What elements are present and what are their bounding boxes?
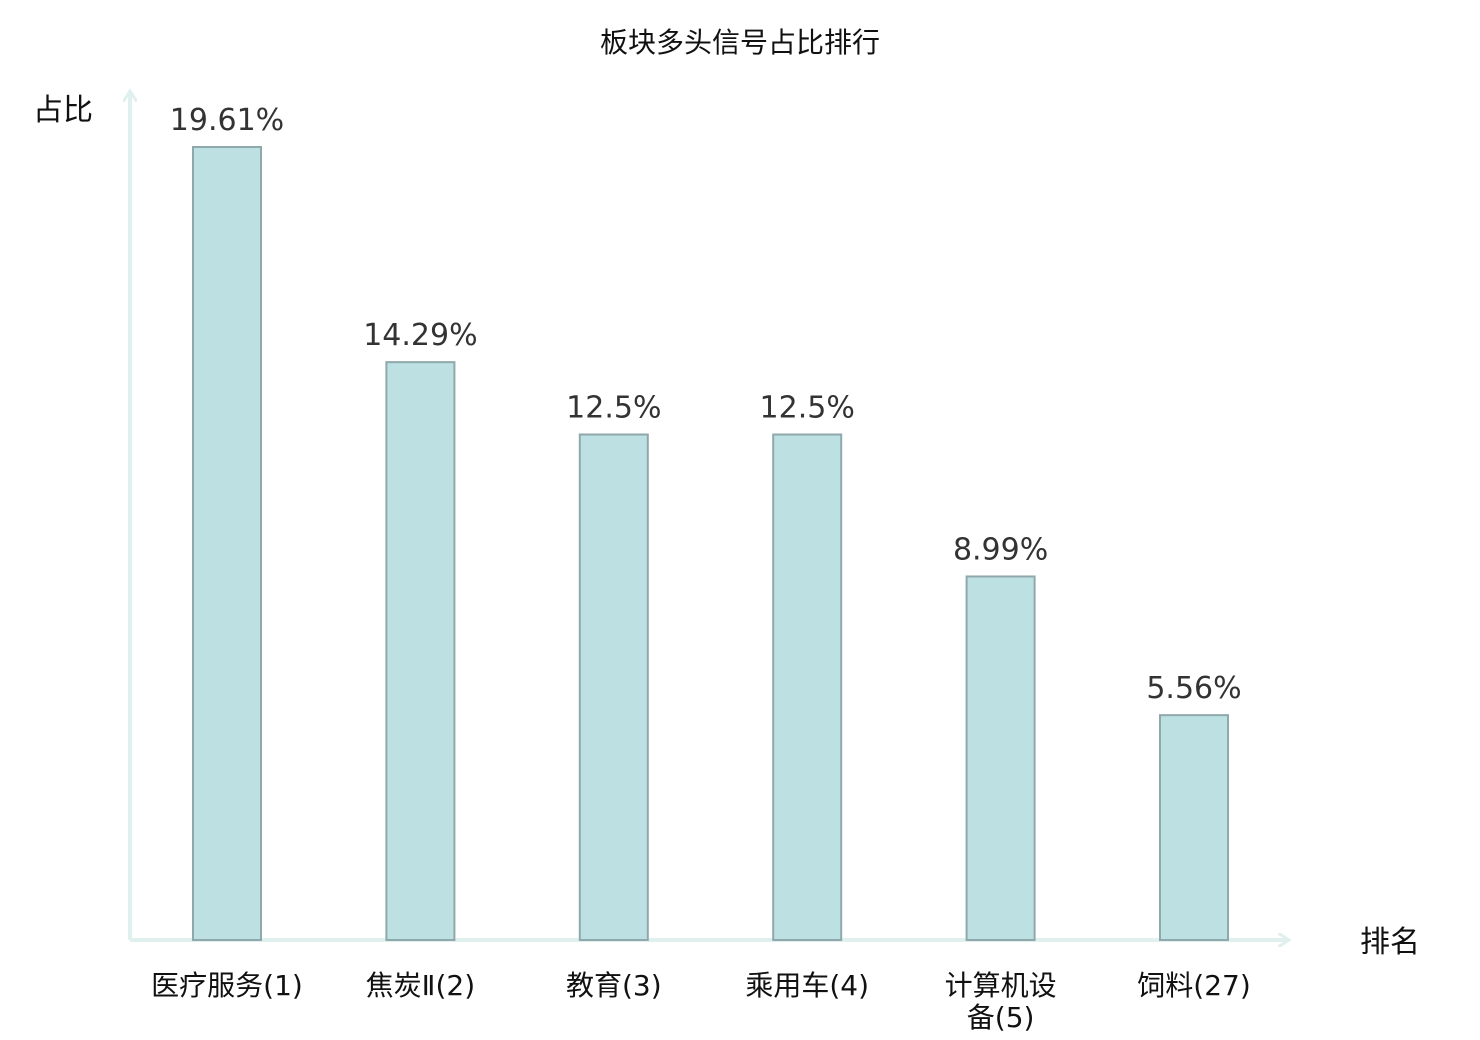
bar-6 — [1159, 714, 1229, 942]
bar-4 — [772, 433, 843, 941]
category-label: 医疗服务(1) — [151, 969, 303, 1002]
category-label: 饲料(27) — [1137, 969, 1251, 1002]
x-axis-label: 排名 — [1360, 925, 1420, 960]
bar-value-label: 19.61% — [170, 103, 284, 138]
bar-value-label: 14.29% — [363, 318, 477, 353]
category-label: 乘用车(4) — [745, 969, 869, 1002]
y-axis-label: 占比 — [33, 93, 93, 128]
category-label: 教育(3) — [566, 969, 662, 1002]
bar-2 — [385, 361, 456, 941]
bar-1 — [192, 146, 262, 941]
bar-value-label: 12.5% — [760, 391, 855, 426]
category-label: 焦炭Ⅱ(2) — [366, 969, 475, 1002]
bars-group: 19.61% 医疗服务(1) 14.29% 焦炭Ⅱ(2) 12.5% 教育(3) 12.5%… — [151, 103, 1251, 1034]
bar-value-label: 5.56% — [1146, 671, 1241, 706]
bar-value-label: 12.5% — [566, 391, 661, 426]
chart-title: 板块多头信号占比排行 — [600, 26, 880, 59]
category-label: 计算机设 — [945, 969, 1057, 1002]
bar-5 — [965, 575, 1036, 941]
bar-value-label: 8.99% — [953, 532, 1048, 567]
bar-3 — [578, 433, 649, 941]
category-label-line2: 备(5) — [967, 1001, 1035, 1034]
